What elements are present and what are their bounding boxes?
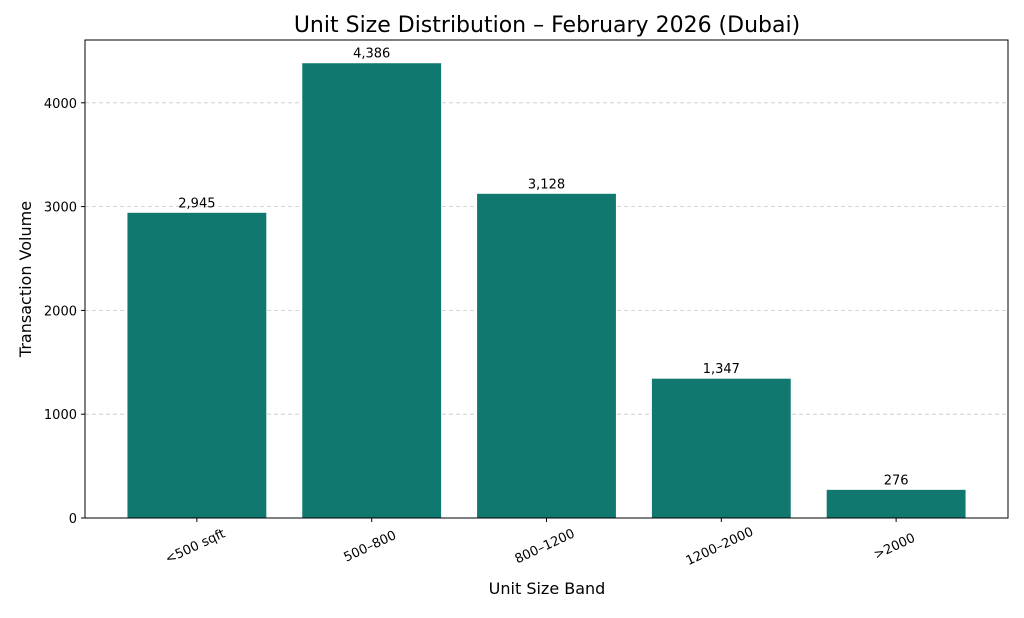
x-tick-label: 500–800 (342, 528, 399, 565)
y-tick-label: 1000 (44, 408, 77, 423)
x-axis-label: Unit Size Band (489, 579, 606, 598)
data-label: 3,128 (528, 177, 565, 192)
x-tick-label: 1200–2000 (684, 525, 756, 569)
bar (476, 192, 617, 519)
bar (825, 488, 967, 519)
chart-title: Unit Size Distribution – February 2026 (… (294, 13, 800, 38)
data-label: 4,386 (353, 47, 390, 62)
bar (650, 377, 792, 519)
x-tick-label: 800–1200 (513, 526, 578, 567)
data-label: 1,347 (703, 362, 740, 377)
y-tick-label: 4000 (44, 97, 77, 112)
x-tick-label: >2000 (872, 531, 918, 563)
bar (301, 62, 443, 519)
data-label: 2,945 (178, 196, 215, 211)
y-tick-label: 2000 (44, 304, 77, 319)
y-tick-label: 3000 (44, 201, 77, 216)
bar (126, 211, 268, 519)
x-tick-label: <500 sqft (163, 526, 228, 567)
data-label: 276 (884, 473, 909, 488)
y-tick-label: 0 (69, 512, 77, 527)
y-axis-label: Transaction Volume (16, 201, 35, 358)
